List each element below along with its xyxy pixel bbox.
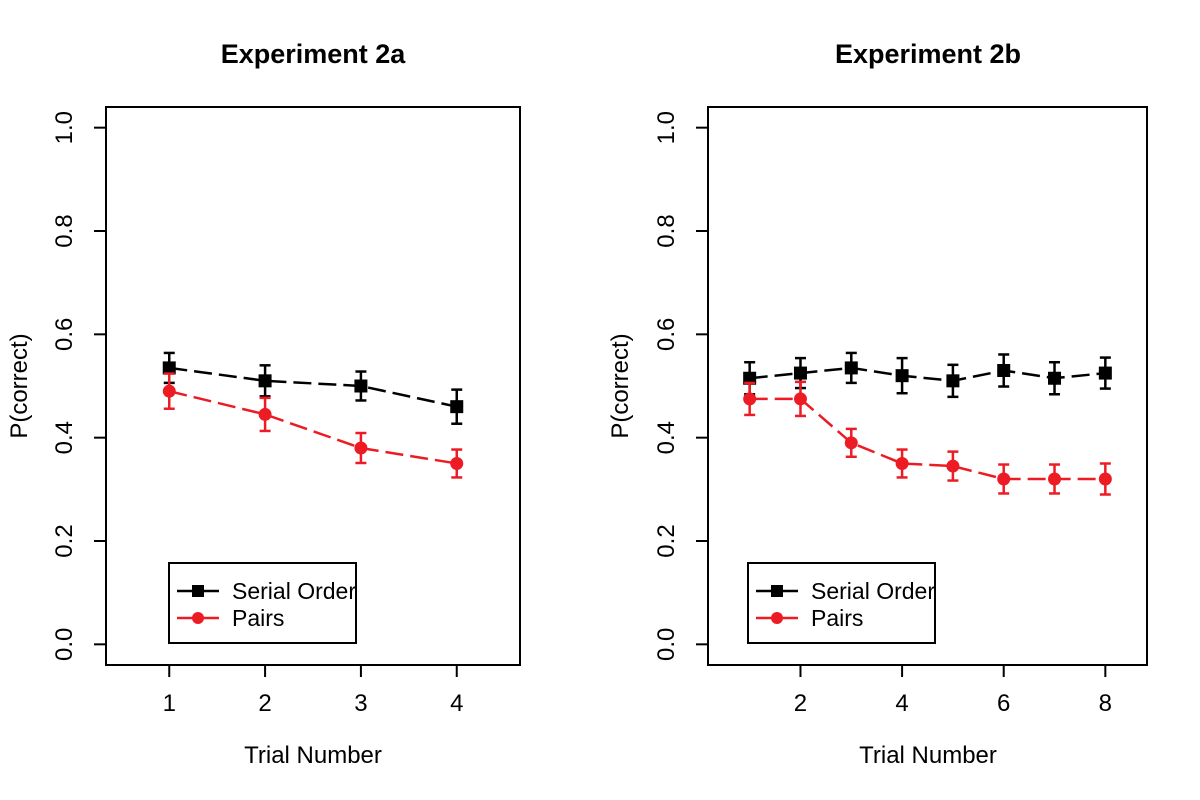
legend-label-serial-order: Serial Order bbox=[811, 578, 935, 604]
legend-box bbox=[168, 562, 357, 644]
marker-square-serial-order bbox=[895, 369, 909, 383]
y-tick-label: 0.2 bbox=[653, 524, 680, 557]
plot-box bbox=[707, 106, 1148, 666]
marker-circle-pairs bbox=[1098, 472, 1112, 486]
marker-circle-pairs bbox=[895, 457, 909, 470]
y-tick-label: 1.0 bbox=[51, 111, 78, 144]
panel-a-title: Experiment 2a bbox=[221, 39, 407, 69]
x-tick-label: 6 bbox=[997, 690, 1010, 717]
series-line-pairs bbox=[169, 389, 457, 465]
marker-square-serial-order bbox=[1048, 371, 1062, 385]
y-tick-label: 0.2 bbox=[51, 524, 78, 557]
marker-circle-pairs bbox=[844, 436, 858, 450]
marker-circle-pairs bbox=[162, 384, 176, 398]
legend-marker-square bbox=[771, 585, 783, 597]
marker-square-serial-order bbox=[450, 400, 464, 414]
x-tick-label: 4 bbox=[450, 690, 463, 717]
legend-marker-circle bbox=[771, 612, 783, 624]
y-tick-label: 0.0 bbox=[51, 628, 78, 661]
panel-b-title: Experiment 2b bbox=[835, 39, 1021, 69]
y-tick-label: 0.0 bbox=[653, 628, 680, 661]
panel-b-yaxis-title: P(correct) bbox=[607, 333, 634, 438]
x-tick-label: 2 bbox=[258, 690, 271, 717]
legend-label-pairs: Pairs bbox=[232, 605, 284, 631]
x-tick-label: 2 bbox=[794, 690, 807, 717]
marker-circle-pairs bbox=[743, 392, 757, 406]
marker-square-serial-order bbox=[844, 361, 858, 375]
panel-a-xaxis-title: Trial Number bbox=[244, 742, 382, 769]
plot-box bbox=[105, 106, 521, 666]
marker-circle-pairs bbox=[997, 472, 1011, 486]
marker-square-serial-order bbox=[946, 374, 960, 388]
legend-marker-circle bbox=[192, 612, 204, 624]
marker-circle-pairs bbox=[793, 392, 807, 406]
legend-label-serial-order: Serial Order bbox=[232, 578, 356, 604]
marker-square-serial-order bbox=[793, 366, 807, 380]
marker-square-serial-order bbox=[258, 374, 272, 388]
x-tick-label: 8 bbox=[1099, 690, 1112, 717]
y-tick-label: 1.0 bbox=[653, 111, 680, 144]
y-tick-label: 0.6 bbox=[51, 318, 78, 351]
y-tick-label: 0.4 bbox=[51, 421, 78, 454]
marker-circle-pairs bbox=[450, 457, 464, 470]
panel-a-yaxis-title: P(correct) bbox=[6, 333, 33, 438]
legend-marker-square bbox=[192, 585, 204, 597]
series-line-serial-order bbox=[169, 366, 458, 408]
marker-square-serial-order bbox=[1098, 366, 1112, 380]
marker-circle-pairs bbox=[1048, 472, 1062, 486]
marker-circle-pairs bbox=[258, 407, 272, 421]
x-tick-label: 4 bbox=[895, 690, 908, 717]
legend-box bbox=[747, 562, 936, 644]
x-tick-label: 3 bbox=[354, 690, 367, 717]
marker-circle-pairs bbox=[354, 441, 368, 455]
y-tick-label: 0.8 bbox=[51, 214, 78, 247]
series-line-serial-order bbox=[749, 366, 1106, 383]
legend-label-pairs: Pairs bbox=[811, 605, 863, 631]
y-tick-label: 0.6 bbox=[653, 318, 680, 351]
x-tick-label: 1 bbox=[163, 690, 176, 717]
series-line-pairs bbox=[749, 397, 1106, 481]
marker-square-serial-order bbox=[743, 371, 757, 385]
y-tick-label: 0.4 bbox=[653, 421, 680, 454]
panel-b-xaxis-title: Trial Number bbox=[859, 742, 997, 769]
marker-square-serial-order bbox=[354, 379, 368, 393]
marker-square-serial-order bbox=[162, 361, 176, 375]
y-tick-label: 0.8 bbox=[653, 214, 680, 247]
marker-circle-pairs bbox=[946, 459, 960, 473]
marker-square-serial-order bbox=[997, 364, 1011, 377]
